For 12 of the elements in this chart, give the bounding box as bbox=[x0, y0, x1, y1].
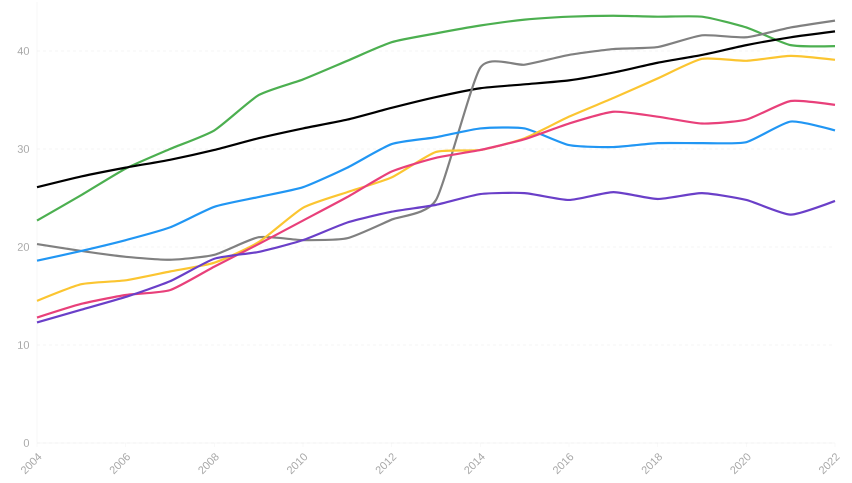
line-series bbox=[36, 100, 836, 319]
line-series bbox=[36, 120, 836, 262]
y-tick-label: 0 bbox=[24, 439, 30, 447]
y-tick-label: 20 bbox=[18, 243, 30, 251]
y-tick-label: 30 bbox=[18, 145, 30, 153]
line-series bbox=[36, 30, 836, 188]
y-tick-label: 10 bbox=[18, 341, 30, 349]
line-series bbox=[36, 14, 836, 222]
line-series bbox=[36, 20, 836, 261]
line-series bbox=[36, 54, 836, 302]
y-tick-label: 40 bbox=[17, 47, 30, 55]
line-series bbox=[36, 191, 836, 324]
